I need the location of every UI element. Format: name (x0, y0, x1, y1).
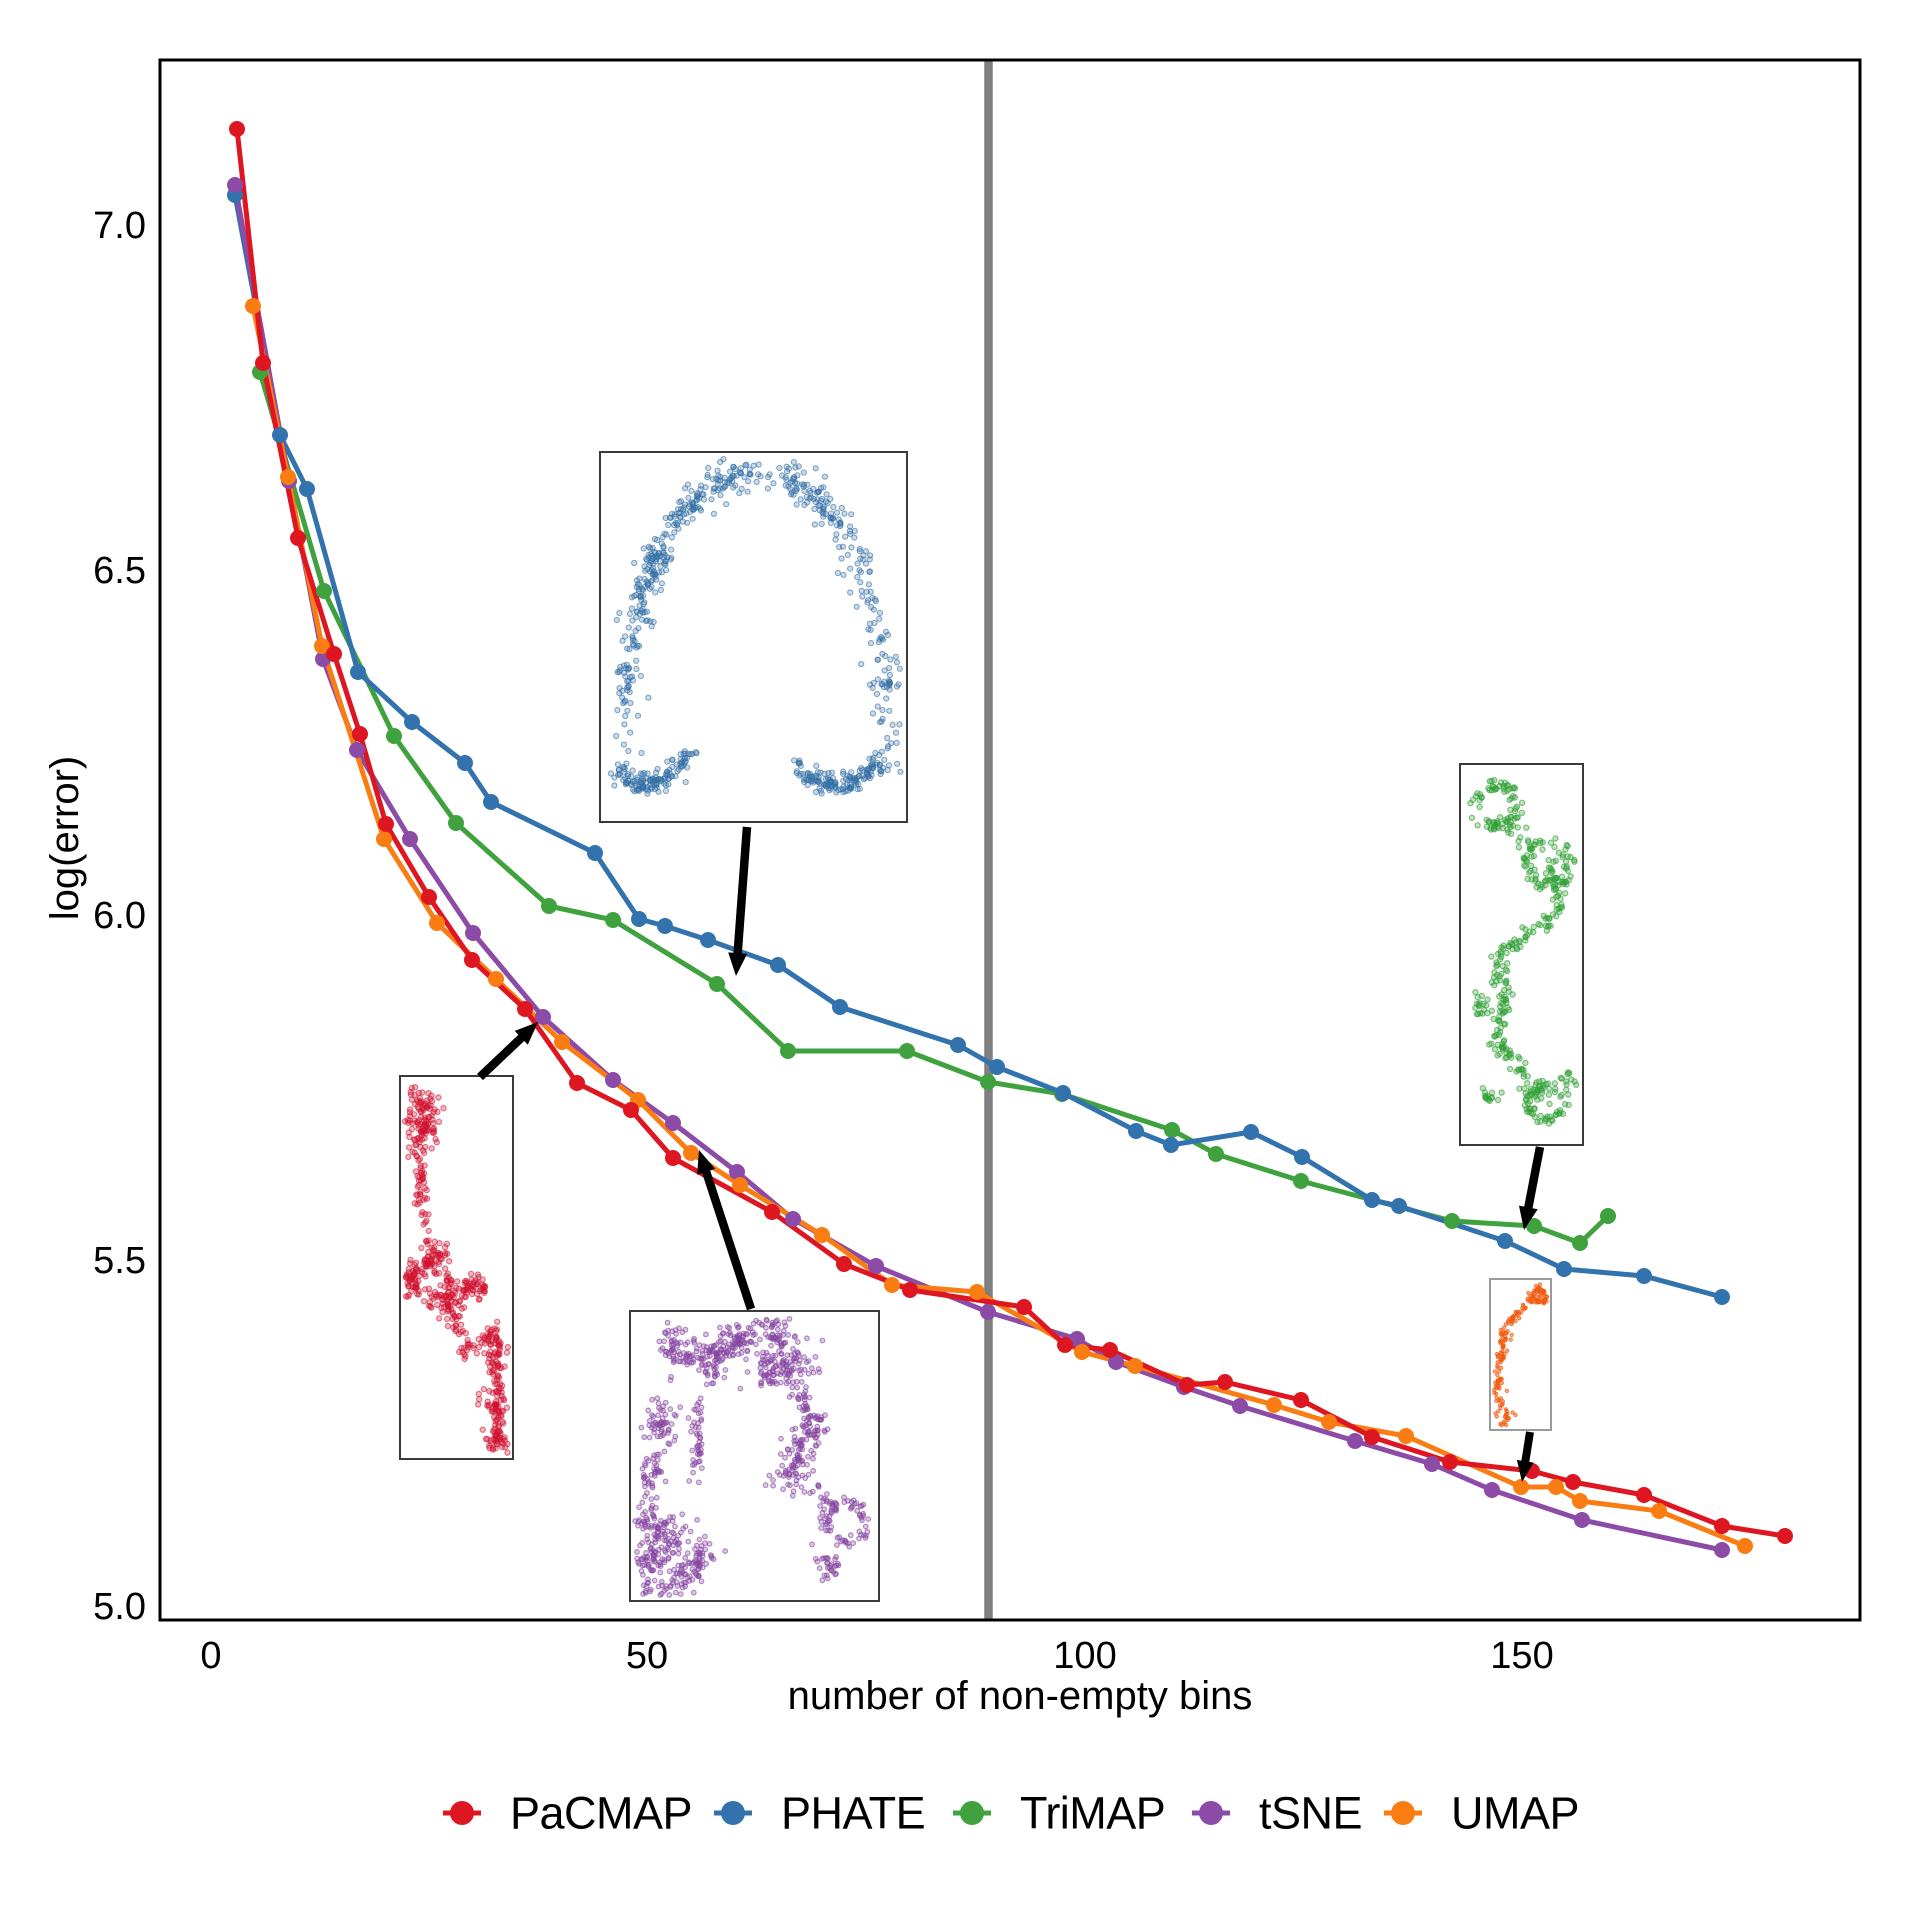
svg-text:5.5: 5.5 (93, 1240, 146, 1282)
svg-text:tSNE: tSNE (1259, 1788, 1362, 1839)
svg-text:7.0: 7.0 (93, 205, 146, 247)
svg-text:6.5: 6.5 (93, 550, 146, 592)
svg-text:100: 100 (1053, 1635, 1116, 1677)
svg-text:PHATE: PHATE (781, 1788, 925, 1839)
svg-text:5.0: 5.0 (93, 1586, 146, 1628)
svg-text:0: 0 (200, 1635, 221, 1677)
svg-text:6.0: 6.0 (93, 895, 146, 937)
svg-text:number of non-empty bins: number of non-empty bins (788, 1674, 1253, 1718)
svg-text:50: 50 (626, 1635, 668, 1677)
svg-text:log(error): log(error) (43, 756, 87, 920)
svg-text:PaCMAP: PaCMAP (510, 1788, 692, 1839)
svg-text:150: 150 (1490, 1635, 1553, 1677)
svg-text:TriMAP: TriMAP (1020, 1788, 1165, 1839)
svg-text:UMAP: UMAP (1451, 1788, 1579, 1839)
